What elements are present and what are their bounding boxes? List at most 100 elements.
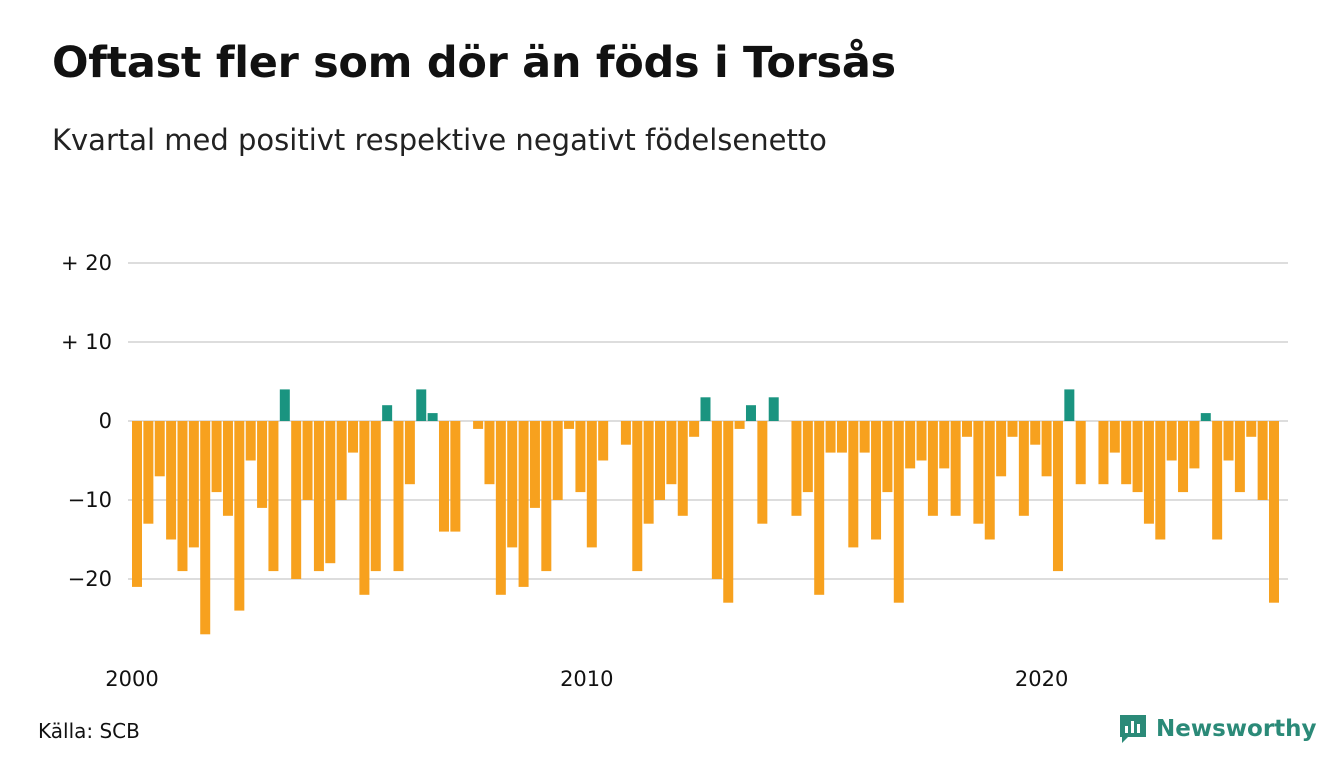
bar-negative: [939, 421, 950, 469]
bar-negative: [643, 421, 654, 524]
bar-negative: [1075, 421, 1086, 485]
bar-negative: [518, 421, 529, 587]
bar-negative: [564, 421, 575, 429]
bar-negative: [200, 421, 211, 635]
chart-title: Oftast fler som dör än föds i Torsås: [52, 38, 896, 88]
bar-negative: [1052, 421, 1063, 572]
bar-negative: [450, 421, 461, 532]
y-axis-labels: −20 −10 0 + 10 + 20: [61, 251, 112, 591]
bar-negative: [1269, 421, 1279, 603]
bar-negative: [871, 421, 882, 540]
bar-negative: [166, 421, 177, 540]
bar-negative: [1018, 421, 1029, 516]
bar-negative: [359, 421, 370, 595]
bar-negative: [143, 421, 154, 524]
bar-negative: [348, 421, 359, 453]
bar-negative: [1155, 421, 1166, 540]
bar-negative: [711, 421, 722, 579]
bar-negative: [1189, 421, 1200, 469]
bar-negative: [814, 421, 825, 595]
bar-negative: [177, 421, 188, 572]
bar-negative: [188, 421, 199, 548]
bar-negative: [927, 421, 938, 516]
bar-negative: [132, 421, 142, 587]
y-tick-label: −20: [68, 567, 112, 591]
bar-negative: [325, 421, 336, 564]
bar-negative: [473, 421, 484, 429]
bar-positive: [427, 413, 438, 421]
bar-negative: [1234, 421, 1245, 493]
x-axis-labels: 2000 2010 2020: [105, 667, 1068, 691]
y-tick-label: + 10: [61, 330, 112, 354]
brand[interactable]: Newsworthy: [1118, 713, 1317, 745]
bar-negative: [257, 421, 268, 508]
chart-subtitle: Kvartal med positivt respektive negativt…: [52, 123, 827, 157]
bar-negative: [689, 421, 700, 437]
bar-negative: [848, 421, 859, 548]
x-tick-label: 2000: [105, 667, 158, 691]
bar-negative: [1178, 421, 1189, 493]
bar-negative: [154, 421, 165, 477]
bar-negative: [962, 421, 973, 437]
bar-positive: [745, 405, 756, 421]
bar-negative: [655, 421, 666, 500]
bar-chart: −20 −10 0 + 10 + 20 2000 2010 2020: [61, 251, 1288, 691]
bar-negative: [973, 421, 984, 524]
y-tick-label: + 20: [61, 251, 112, 275]
bar-negative: [802, 421, 813, 493]
bar-negative: [1143, 421, 1154, 524]
bar-negative: [893, 421, 904, 603]
bar-negative: [507, 421, 518, 548]
bar-negative: [666, 421, 677, 485]
bar-negative: [211, 421, 222, 493]
bar-negative: [677, 421, 688, 516]
bar-negative: [404, 421, 415, 485]
bar-negative: [882, 421, 893, 493]
bar-negative: [723, 421, 734, 603]
bar-negative: [620, 421, 631, 445]
bar-negative: [734, 421, 745, 429]
bar-negative: [393, 421, 404, 572]
bar-negative: [586, 421, 597, 548]
bar-positive: [416, 389, 427, 421]
bars: [132, 389, 1279, 635]
chart-bar-logo-icon: [1120, 715, 1146, 743]
bar-negative: [757, 421, 768, 524]
bar-negative: [541, 421, 552, 572]
source-note: Källa: SCB: [38, 719, 140, 743]
bar-negative: [552, 421, 563, 500]
bar-negative: [1030, 421, 1041, 445]
bar-positive: [768, 397, 779, 421]
bar-positive: [1200, 413, 1211, 421]
bar-positive: [1064, 389, 1075, 421]
bar-negative: [825, 421, 836, 453]
bar-negative: [950, 421, 961, 516]
bar-negative: [1166, 421, 1177, 461]
bar-negative: [529, 421, 540, 508]
bar-negative: [1007, 421, 1018, 437]
bar-negative: [1246, 421, 1257, 437]
bar-negative: [438, 421, 449, 532]
bar-negative: [1098, 421, 1109, 485]
bar-negative: [336, 421, 347, 500]
bar-negative: [916, 421, 927, 461]
bar-negative: [1223, 421, 1234, 461]
x-tick-label: 2020: [1015, 667, 1068, 691]
bar-negative: [302, 421, 313, 500]
bar-negative: [996, 421, 1007, 477]
bar-negative: [291, 421, 302, 579]
bar-negative: [1132, 421, 1143, 493]
y-tick-label: −10: [68, 488, 112, 512]
bar-negative: [1212, 421, 1223, 540]
bar-negative: [598, 421, 609, 461]
bar-negative: [1257, 421, 1268, 500]
bar-negative: [495, 421, 506, 595]
bar-negative: [234, 421, 245, 611]
bar-negative: [245, 421, 256, 461]
bar-negative: [313, 421, 324, 572]
brand-name: Newsworthy: [1156, 716, 1317, 742]
bar-negative: [484, 421, 495, 485]
bar-positive: [382, 405, 393, 421]
bar-negative: [1109, 421, 1120, 453]
bar-negative: [984, 421, 995, 540]
